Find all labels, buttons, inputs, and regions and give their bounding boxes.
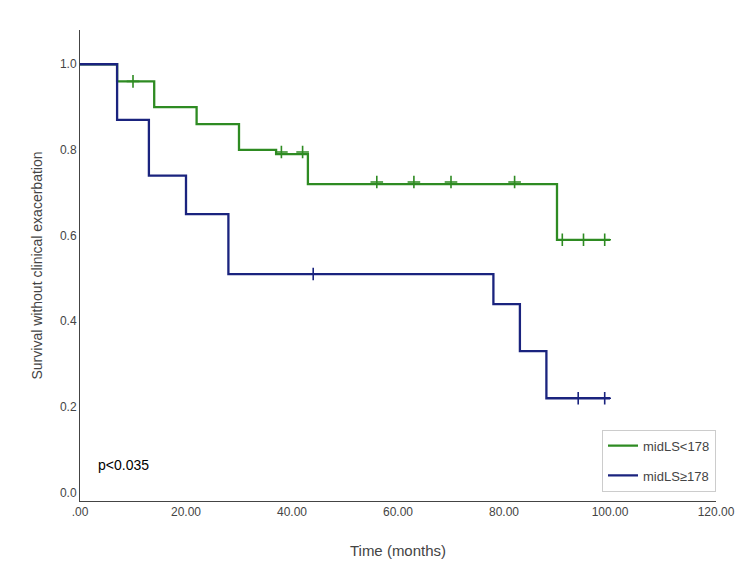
svg-text:.00: .00 [72,505,89,519]
svg-text:midLS<178: midLS<178 [643,439,709,454]
svg-text:Time (months): Time (months) [350,542,446,559]
svg-text:0.6: 0.6 [60,229,77,243]
svg-text:0.0: 0.0 [60,486,77,500]
svg-text:60.00: 60.00 [383,505,413,519]
svg-text:midLS≥178: midLS≥178 [643,469,709,484]
svg-text:20.00: 20.00 [171,505,201,519]
svg-text:0.8: 0.8 [60,143,77,157]
svg-text:p<0.035: p<0.035 [98,457,149,473]
svg-text:40.00: 40.00 [277,505,307,519]
svg-text:0.2: 0.2 [60,400,77,414]
svg-text:100.00: 100.00 [592,505,629,519]
svg-text:1.0: 1.0 [60,57,77,71]
svg-text:Survival without clinical exac: Survival without clinical exacerbation [29,152,45,380]
svg-text:80.00: 80.00 [489,505,519,519]
svg-text:120.00: 120.00 [698,505,735,519]
svg-text:0.4: 0.4 [60,314,77,328]
